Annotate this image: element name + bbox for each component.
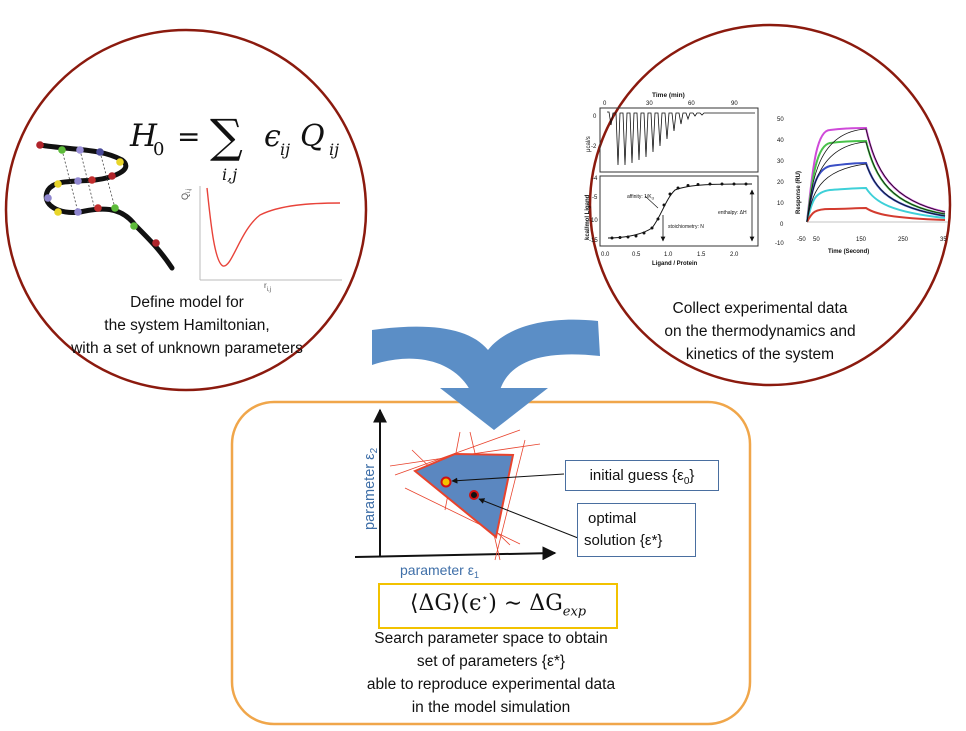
svg-text:H: H xyxy=(129,118,158,154)
svg-text:50: 50 xyxy=(813,237,820,243)
svg-text:Time (Second): Time (Second) xyxy=(828,249,869,255)
svg-text:-4: -4 xyxy=(592,176,598,182)
svg-text:=: = xyxy=(177,120,200,153)
initial-guess-dot xyxy=(440,476,452,488)
svg-text:ϵ: ϵ xyxy=(264,119,281,154)
itc-time-label: Time (min) xyxy=(652,92,685,99)
axis-x-label: parameter ε1 xyxy=(400,562,479,580)
feasible-region xyxy=(413,452,515,539)
left-circle xyxy=(4,28,368,392)
svg-text:enthalpy: ΔH: enthalpy: ΔH xyxy=(718,210,747,216)
parameter-space xyxy=(354,408,579,561)
axis-y-label: parameter ε2 xyxy=(362,447,380,530)
svg-text:∑: ∑ xyxy=(210,109,243,163)
axis-x xyxy=(354,546,557,561)
svg-text:35: 35 xyxy=(940,237,947,243)
right-caption: Collect experimental data on the thermod… xyxy=(664,300,856,363)
potential-plot: Qi,j ri,j xyxy=(180,186,342,293)
svg-text:μcal/s: μcal/s xyxy=(586,136,592,152)
svg-text:ij: ij xyxy=(280,140,290,159)
svg-text:-2: -2 xyxy=(591,144,597,150)
svg-text:Q: Q xyxy=(300,119,325,154)
initial-guess-label: initial guess {ε0} xyxy=(565,460,719,491)
svg-text:-15: -15 xyxy=(589,238,598,244)
svg-text:-10: -10 xyxy=(775,241,784,247)
svg-text:-10: -10 xyxy=(589,218,598,224)
svg-text:1.0: 1.0 xyxy=(664,252,673,258)
plot-ylabel: Qi,j xyxy=(180,189,192,200)
svg-text:-50: -50 xyxy=(797,237,806,243)
svg-text:0.0: 0.0 xyxy=(601,252,610,258)
plot-xlabel: ri,j xyxy=(264,281,271,293)
svg-text:250: 250 xyxy=(898,237,909,243)
itc-xlabel: Ligand / Protein xyxy=(652,261,698,267)
right-circle xyxy=(588,23,952,387)
hamiltonian-equation: H 0 = ∑ i,j ϵ ij Q ij xyxy=(129,109,339,184)
svg-text:50: 50 xyxy=(777,117,784,123)
itc-plot: Time (min) 0 30 60 90 μcal/s 0 -2 kcal/m… xyxy=(585,92,759,267)
optimal-solution-label: optimal solution {ε*} xyxy=(577,503,696,557)
protein-chain xyxy=(36,141,175,271)
svg-text:30: 30 xyxy=(777,159,784,165)
optimal-dot xyxy=(469,490,479,500)
svg-text:0.5: 0.5 xyxy=(632,252,641,258)
left-caption: Define model for the system Hamiltonian,… xyxy=(71,294,303,357)
svg-text:2.0: 2.0 xyxy=(730,252,739,258)
merge-arrow xyxy=(372,319,600,430)
svg-text:kcal/mol Ligand: kcal/mol Ligand xyxy=(585,194,591,240)
svg-text:-5: -5 xyxy=(592,195,598,201)
spr-plot: Response (RU) 50 40 30 20 10 0 -10 -50 5… xyxy=(775,117,948,255)
svg-text:ij: ij xyxy=(329,140,339,159)
svg-text:0: 0 xyxy=(780,222,784,228)
svg-text:0: 0 xyxy=(593,114,597,120)
potential-curve xyxy=(206,187,341,267)
svg-text:stoichiometry: N: stoichiometry: N xyxy=(668,224,704,230)
svg-text:i,j: i,j xyxy=(222,165,237,184)
svg-text:1.5: 1.5 xyxy=(697,252,706,258)
svg-text:150: 150 xyxy=(856,237,867,243)
svg-text:0: 0 xyxy=(153,139,164,160)
svg-text:90: 90 xyxy=(731,101,738,107)
bottom-caption: Search parameter space to obtain set of … xyxy=(366,630,616,716)
objective-equation-box: ⟨ΔG⟩(ϵ⋆) ∼ ΔGexp xyxy=(378,583,618,629)
itc-injection-peaks xyxy=(607,111,755,166)
svg-text:affinity: 1/Kd: affinity: 1/Kd xyxy=(627,194,654,201)
svg-text:40: 40 xyxy=(777,138,784,144)
svg-text:30: 30 xyxy=(646,101,653,107)
svg-text:10: 10 xyxy=(777,201,784,207)
svg-text:60: 60 xyxy=(688,101,695,107)
svg-text:0: 0 xyxy=(603,101,607,107)
svg-text:20: 20 xyxy=(777,180,784,186)
svg-text:Response (RU): Response (RU) xyxy=(796,171,802,214)
